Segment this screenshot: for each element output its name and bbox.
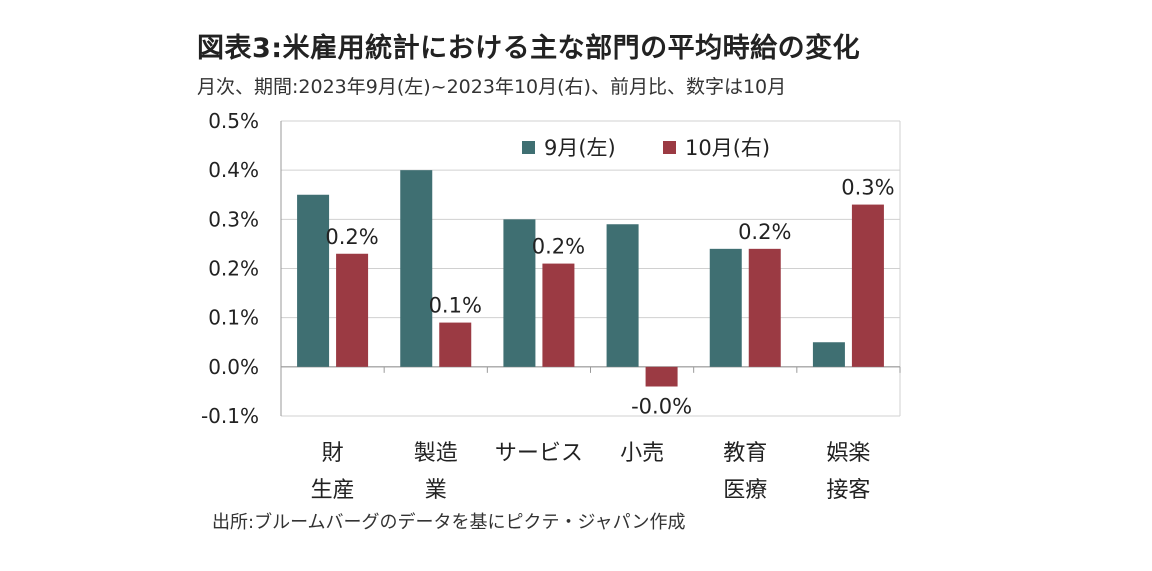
bar-oct (439, 322, 472, 367)
bar-sep (709, 248, 742, 367)
y-tick-labels: 0.5% 0.4% 0.3% 0.2% 0.1% 0.0% -0.1% (201, 109, 259, 428)
bar-oct (336, 253, 369, 367)
bars (297, 170, 884, 387)
data-label: 0.2% (325, 225, 378, 249)
bar-sep (503, 219, 536, 367)
y-tick-label: 0.4% (208, 158, 259, 182)
category-label: 接客 (826, 478, 870, 503)
bar-oct (748, 248, 781, 367)
bar-oct (645, 366, 678, 387)
legend-label: 10月(右) (685, 136, 770, 160)
data-label: 0.1% (429, 294, 482, 318)
y-tick-label: -0.1% (201, 404, 259, 428)
category-label: 生産 (311, 478, 355, 503)
category-label: サービス (495, 441, 583, 466)
bar-oct (851, 204, 884, 367)
legend: 9月(左) 10月(右) (522, 136, 770, 160)
y-tick-label: 0.3% (208, 207, 259, 231)
category-label: 業 (425, 478, 447, 503)
data-label: 0.3% (841, 176, 894, 200)
chart-title: 図表3:米雇用統計における主な部門の平均時給の変化 (197, 33, 861, 64)
source-note: 出所:ブルームバーグのデータを基にピクテ・ジャパン作成 (212, 512, 686, 533)
legend-swatch (522, 141, 535, 154)
bar-sep (812, 342, 845, 367)
data-label: 0.2% (532, 235, 585, 259)
bar-sep (400, 170, 433, 367)
category-label: 娯楽 (826, 441, 870, 466)
data-labels: 0.2% 0.1% 0.2% -0.0% 0.2% 0.3% (325, 176, 894, 419)
bar-sep (606, 224, 639, 367)
chart-subtitle: 月次、期間:2023年9月(左)~2023年10月(右)、前月比、数字は10月 (197, 76, 787, 98)
data-label: -0.0% (631, 395, 692, 419)
y-tick-label: 0.1% (208, 306, 259, 330)
y-tick-label: 0.2% (208, 257, 259, 281)
legend-label: 9月(左) (544, 136, 616, 160)
category-label: 医療 (723, 478, 767, 503)
category-label: 製造 (414, 441, 458, 466)
legend-swatch (663, 141, 676, 154)
category-label: 財 (322, 441, 344, 466)
data-label: 0.2% (738, 220, 791, 244)
category-label: 小売 (620, 441, 664, 466)
category-label: 教育 (723, 441, 767, 466)
bar-sep (297, 194, 330, 367)
y-tick-label: 0.5% (208, 109, 259, 133)
gridlines (280, 120, 901, 417)
bar-oct (542, 263, 575, 367)
y-tick-label: 0.0% (208, 355, 259, 379)
